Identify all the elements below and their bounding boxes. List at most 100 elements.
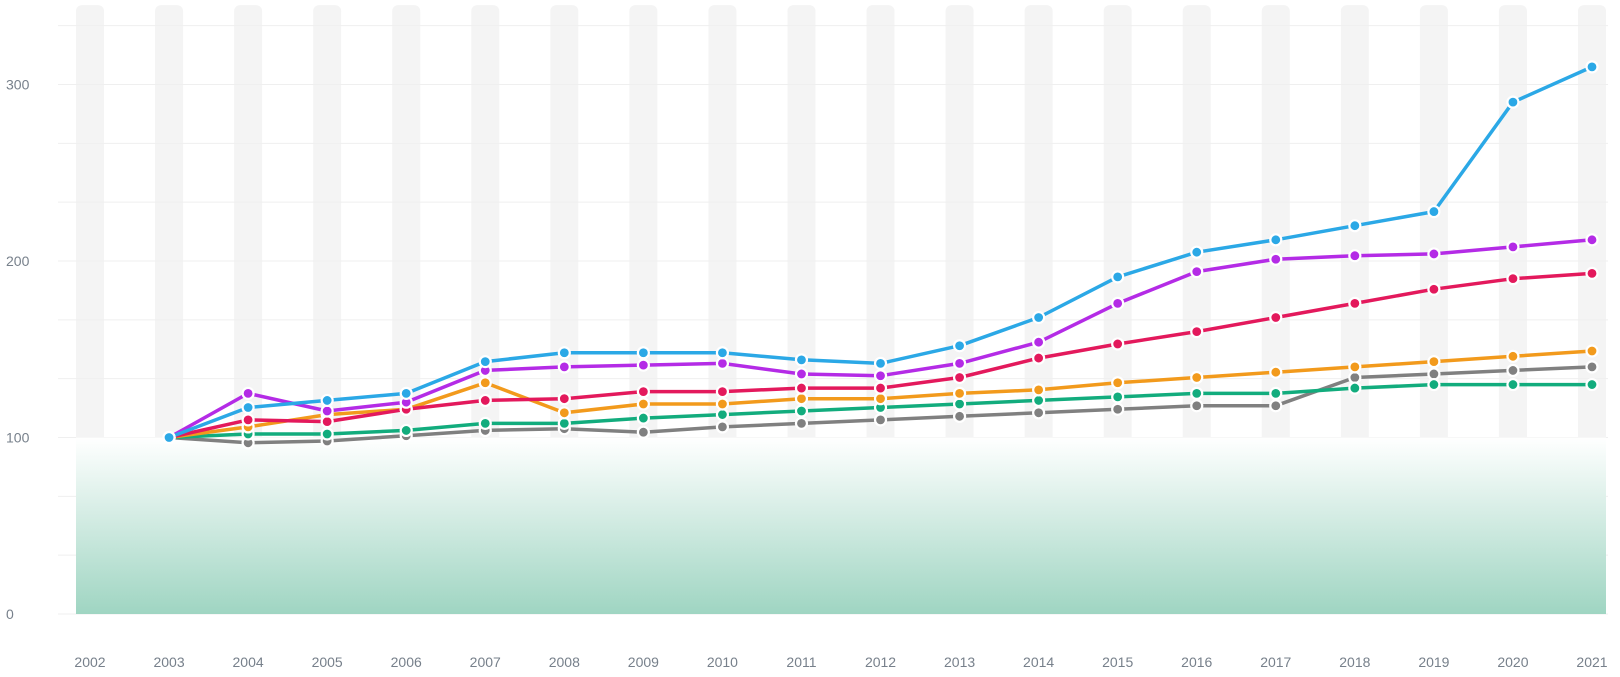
- data-point-series-3: [1427, 282, 1441, 296]
- x-tick-label: 2014: [1023, 654, 1054, 670]
- data-point-series-4: [1427, 355, 1441, 369]
- baseline-band-fill: [76, 437, 1606, 614]
- data-point-series-5: [952, 397, 967, 411]
- y-axis-tick-labels: 0 100 200 300: [6, 77, 30, 623]
- data-point-series-2: [1427, 247, 1441, 261]
- x-tick-label: 2010: [707, 654, 738, 670]
- data-point-series-1: [1111, 270, 1125, 284]
- data-point-series-3: [952, 370, 967, 385]
- data-point-series-3: [320, 415, 334, 429]
- data-point-series-2: [1585, 233, 1599, 247]
- data-point-series-3: [636, 385, 650, 399]
- data-point-series-3: [1269, 310, 1283, 325]
- data-point-series-4: [1269, 365, 1283, 379]
- data-point-series-5: [399, 423, 413, 438]
- x-tick-label: 2003: [153, 654, 184, 670]
- data-point-series-2: [241, 386, 255, 400]
- data-point-series-6: [1111, 402, 1125, 416]
- data-point-series-6: [1348, 370, 1362, 385]
- data-point-series-2: [1190, 264, 1204, 279]
- x-tick-label: 2008: [549, 654, 580, 670]
- data-point-series-2: [636, 358, 650, 372]
- data-point-series-5: [320, 427, 334, 441]
- data-point-series-4: [952, 386, 967, 400]
- data-point-series-4: [636, 397, 650, 411]
- x-tick-label: 2004: [233, 654, 264, 670]
- data-point-series-6: [1190, 399, 1204, 413]
- data-point-series-1: [1269, 233, 1283, 247]
- data-point-series-1: [1032, 310, 1046, 325]
- data-point-series-1: [478, 355, 492, 369]
- data-point-series-1: [1190, 245, 1204, 259]
- x-tick-label: 2015: [1102, 654, 1133, 670]
- data-point-series-3: [1032, 351, 1046, 365]
- y-tick-label: 200: [6, 253, 30, 269]
- data-point-series-1: [557, 346, 571, 360]
- data-point-series-5: [794, 404, 809, 418]
- data-point-series-4: [794, 392, 809, 406]
- data-point-series-2: [1269, 252, 1283, 266]
- data-point-series-1: [636, 346, 650, 360]
- data-point-series-2: [715, 356, 730, 370]
- x-axis-tick-labels: 2002 2003 2004 2005 2006 2007 2008 2009 2010 2011…: [74, 654, 1607, 670]
- data-point-series-1: [715, 346, 730, 360]
- data-point-series-2: [794, 367, 809, 381]
- data-point-series-1: [320, 393, 334, 408]
- data-point-series-2: [1506, 240, 1520, 254]
- data-point-series-2: [557, 360, 571, 374]
- data-point-series-4: [715, 397, 730, 411]
- data-point-series-1: [1585, 60, 1599, 74]
- data-point-series-6: [715, 420, 730, 434]
- x-tick-label: 2019: [1418, 654, 1449, 670]
- data-point-series-3: [478, 393, 492, 408]
- data-point-series-2: [1111, 296, 1125, 310]
- data-point-series-5: [1348, 381, 1362, 395]
- x-tick-label: 2009: [628, 654, 659, 670]
- data-point-series-1: [1348, 219, 1362, 233]
- data-point-series-5: [715, 407, 730, 422]
- data-point-series-4: [1506, 349, 1520, 363]
- data-point-series-6: [1032, 406, 1046, 420]
- data-point-series-1: [162, 430, 176, 445]
- data-point-series-5: [1506, 377, 1520, 392]
- x-tick-label: 2007: [470, 654, 501, 670]
- data-point-series-5: [1585, 377, 1599, 392]
- data-point-series-6: [1585, 360, 1599, 374]
- data-point-series-1: [952, 339, 967, 353]
- data-point-series-5: [1269, 386, 1283, 400]
- data-point-series-2: [952, 356, 967, 370]
- data-point-series-3: [873, 381, 888, 395]
- data-point-series-3: [557, 392, 571, 406]
- data-point-series-5: [1032, 393, 1046, 408]
- y-tick-label: 300: [6, 77, 30, 93]
- data-point-series-1: [794, 353, 809, 367]
- data-point-series-6: [1427, 367, 1441, 381]
- data-point-series-3: [1506, 272, 1520, 286]
- x-tick-label: 2012: [865, 654, 896, 670]
- data-point-series-4: [1032, 383, 1046, 397]
- data-point-series-1: [241, 400, 255, 415]
- data-point-series-4: [873, 392, 888, 406]
- data-point-series-3: [1348, 296, 1362, 310]
- x-tick-label: 2016: [1181, 654, 1212, 670]
- data-point-series-3: [241, 413, 255, 427]
- x-tick-label: 2006: [391, 654, 422, 670]
- data-point-series-3: [1190, 325, 1204, 339]
- data-point-series-2: [1348, 249, 1362, 263]
- data-point-series-6: [952, 409, 967, 423]
- x-tick-label: 2020: [1497, 654, 1528, 670]
- data-point-series-6: [794, 416, 809, 430]
- data-point-series-4: [1111, 376, 1125, 390]
- data-point-series-3: [1585, 266, 1599, 280]
- series-points: [162, 60, 1599, 450]
- data-point-series-6: [636, 425, 650, 439]
- data-point-series-4: [1585, 344, 1599, 358]
- data-point-series-6: [1269, 399, 1283, 413]
- data-point-series-1: [1506, 95, 1520, 109]
- data-point-series-3: [715, 385, 730, 399]
- baseline-band: [76, 437, 1606, 614]
- y-tick-label: 0: [6, 606, 14, 622]
- data-point-series-5: [636, 411, 650, 425]
